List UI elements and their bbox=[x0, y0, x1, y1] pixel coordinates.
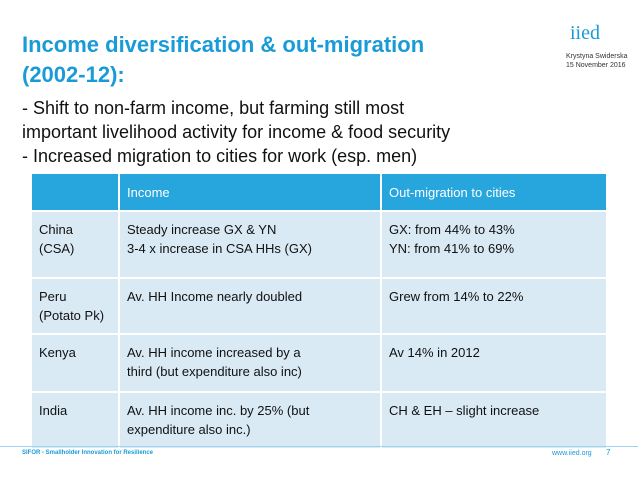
table-cell: Kenya bbox=[30, 333, 120, 393]
table-cell: India bbox=[30, 391, 120, 450]
cell-line: Av. HH income inc. by 25% (but bbox=[127, 403, 310, 418]
footer-text: SIFOR - Smallholder Innovation for Resil… bbox=[22, 450, 154, 456]
cell-line: third (but expenditure also inc) bbox=[127, 364, 302, 379]
footer-line bbox=[0, 446, 638, 459]
table-cell: Av 14% in 2012 bbox=[380, 333, 608, 393]
bullets: - Shift to non-farm income, but farming … bbox=[22, 96, 450, 168]
bullet-line: important livelihood activity for income… bbox=[22, 122, 451, 142]
date: 15 November 2016 bbox=[566, 62, 626, 69]
table: Income Out-migration to cities China (CSA) S… bbox=[30, 172, 608, 450]
bullet-line: - Increased migration to cities for work… bbox=[22, 146, 418, 166]
cell-line: expenditure also inc.) bbox=[127, 422, 251, 437]
footer-url: www.iied.org bbox=[552, 450, 592, 457]
title-line: (2002-12): bbox=[22, 62, 125, 87]
table-cell: Av. HH Income nearly doubled bbox=[118, 277, 382, 335]
table-cell: Peru (Potato Pk) bbox=[30, 277, 120, 335]
table-cell: CH & EH – slight increase bbox=[380, 391, 608, 450]
cell-line: Peru bbox=[39, 289, 67, 304]
cell-line: India bbox=[39, 403, 68, 418]
cell-line: YN: from 41% to 69% bbox=[389, 241, 514, 256]
cell-line: (Potato Pk) bbox=[39, 308, 105, 323]
header-cell: Income bbox=[118, 172, 382, 212]
table-cell: China (CSA) bbox=[30, 210, 120, 279]
table-cell: Steady increase GX & YN 3-4 x increase in… bbox=[118, 210, 382, 279]
table-cell: Av. HH income increased by a third (but e… bbox=[118, 333, 382, 393]
cell-line: China bbox=[39, 222, 73, 237]
slide-title: Income diversification & out-migration (… bbox=[22, 30, 424, 90]
table-cell: Grew from 14% to 22% bbox=[380, 277, 608, 335]
table-row: Peru (Potato Pk) Av. HH Income nearly doub… bbox=[30, 277, 608, 335]
cell-line: Av. HH income increased by a bbox=[127, 345, 301, 360]
author: Krystyna Swiderska bbox=[566, 53, 628, 60]
bullet-line: - Shift to non-farm income, but farming … bbox=[22, 98, 405, 118]
table-cell: Av. HH income inc. by 25% (but expenditur… bbox=[118, 391, 382, 450]
page-number: 7 bbox=[606, 448, 611, 457]
header-row: Income Out-migration to cities bbox=[30, 172, 608, 212]
author-block: Krystyna Swiderska 15 November 2016 bbox=[566, 52, 627, 70]
table-row: India Av. HH income inc. by 25% (but expen… bbox=[30, 391, 608, 450]
table-row: Kenya Av. HH income increased by a third (… bbox=[30, 333, 608, 393]
cell-line: Steady increase GX & YN bbox=[127, 222, 277, 237]
cell-line: Av 14% in 2012 bbox=[389, 345, 480, 360]
header-cell: Out-migration to cities bbox=[380, 172, 608, 212]
cell-line: GX: from 44% to 43% bbox=[389, 222, 515, 237]
cell-line: (CSA) bbox=[39, 241, 75, 256]
cell-line: Kenya bbox=[39, 345, 76, 360]
table-row: China (CSA) Steady increase GX & YN 3-4 x i… bbox=[30, 210, 608, 279]
title-line: Income diversification & out-migration bbox=[22, 32, 425, 57]
table-cell: GX: from 44% to 43% YN: from 41% to 69% bbox=[380, 210, 608, 279]
cell-line: Grew from 14% to 22% bbox=[389, 289, 524, 304]
cell-line: 3-4 x increase in CSA HHs (GX) bbox=[127, 241, 312, 256]
cell-line: Av. HH Income nearly doubled bbox=[127, 289, 303, 304]
header-cell bbox=[30, 172, 120, 212]
logo: iied bbox=[570, 22, 600, 44]
cell-line: CH & EH – slight increase bbox=[389, 403, 540, 418]
